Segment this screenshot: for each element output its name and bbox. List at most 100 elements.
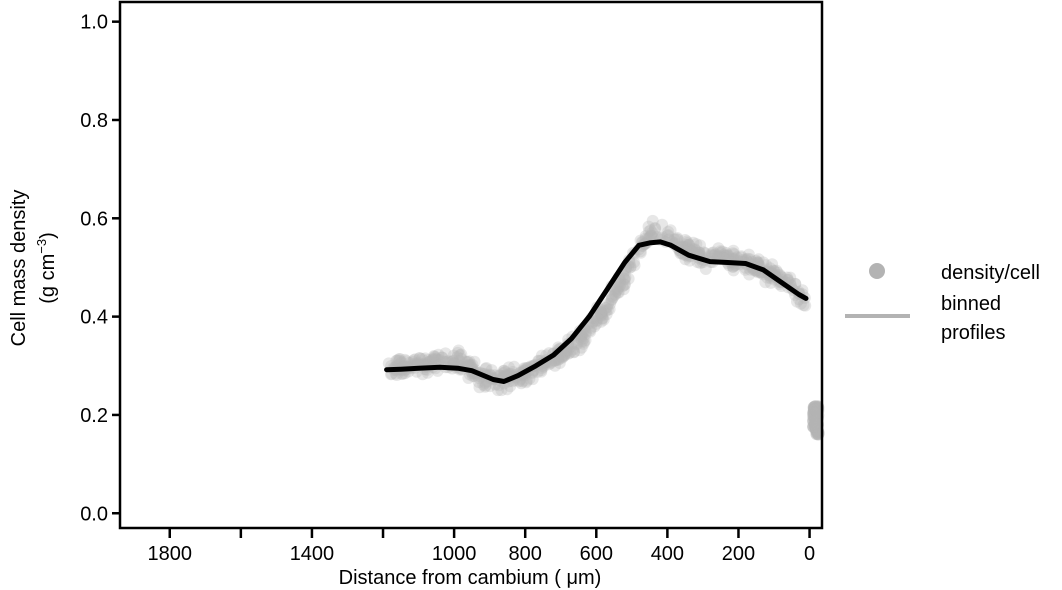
density-point [611, 284, 623, 297]
density-point [617, 283, 630, 296]
y-tick-label: 0.2 [80, 405, 108, 427]
density-point [495, 384, 508, 397]
density-point [575, 333, 588, 346]
density-point [709, 248, 722, 261]
density-point [601, 303, 614, 316]
density-point [743, 268, 756, 281]
density-point [789, 277, 802, 290]
density-point [591, 312, 604, 325]
density-point [614, 278, 627, 291]
density-point [583, 324, 596, 337]
density-point [444, 356, 457, 368]
density-point [394, 353, 406, 365]
density-point [595, 315, 608, 328]
density-point [781, 271, 793, 284]
y-tick-label: 0.4 [80, 307, 108, 329]
density-point [427, 353, 440, 366]
density-point [558, 349, 571, 362]
density-point [602, 297, 615, 310]
x-tick-label: 400 [651, 543, 684, 565]
density-point [403, 356, 416, 369]
x-tick-label: 1800 [148, 543, 193, 565]
density-point [483, 380, 496, 393]
density-point [558, 350, 570, 362]
legend-points-label: density/cell [941, 262, 1040, 284]
density-point [705, 247, 718, 260]
density-point [573, 344, 586, 357]
density-point [607, 291, 619, 304]
density-point [428, 350, 441, 363]
density-point [516, 375, 529, 388]
binned-profile-line-layer [384, 239, 809, 384]
density-point [757, 256, 770, 269]
density-point [712, 242, 725, 255]
density-point [523, 372, 536, 385]
density-point [699, 263, 712, 275]
density-point [451, 351, 464, 364]
density-point [689, 244, 702, 257]
density-point [398, 353, 411, 366]
y-axis-unit-main: (g cm [37, 254, 59, 304]
density-point [594, 306, 607, 319]
density-point [728, 248, 741, 261]
x-axis-ticks: 1800 1400 1000 800 600 400 200 0 [148, 528, 815, 565]
density-point [627, 256, 640, 269]
density-point [567, 343, 580, 356]
density-point [588, 320, 601, 333]
x-tick-label: 1400 [290, 543, 335, 565]
density-point [682, 238, 695, 251]
binned-profile-line [384, 239, 809, 384]
density-point [392, 353, 405, 366]
density-point [784, 271, 797, 284]
density-point [535, 365, 548, 378]
density-point [705, 248, 718, 261]
legend-line-label-1: binned [941, 293, 1001, 315]
density-point [604, 297, 617, 310]
density-point [423, 355, 436, 368]
density-point [497, 364, 510, 377]
density-point [432, 348, 445, 361]
density-point [498, 364, 511, 377]
density-point [682, 238, 695, 251]
density-point [485, 364, 498, 377]
density-point [694, 239, 706, 252]
density-point [595, 309, 608, 322]
x-axis-title: Distance from cambium ( μm) [339, 567, 602, 589]
density-point [599, 304, 612, 317]
y-tick-label: 0.8 [80, 110, 108, 132]
density-point [759, 276, 772, 289]
density-point [597, 313, 610, 326]
density-point [624, 261, 637, 274]
density-point [605, 290, 618, 303]
density-point [577, 332, 590, 345]
x-tick-label: 200 [722, 543, 755, 565]
density-point [446, 355, 459, 368]
density-point [390, 354, 403, 367]
density-point [646, 226, 659, 239]
density-point [451, 346, 464, 359]
density-point [395, 356, 408, 369]
density-point [605, 293, 618, 306]
density-point [568, 345, 580, 358]
density-point [719, 249, 732, 262]
density-point [382, 357, 395, 370]
density-point [644, 224, 657, 237]
density-point [433, 353, 446, 366]
density-point [590, 314, 603, 327]
density-point [590, 317, 603, 330]
density-point [416, 368, 429, 381]
density-point [453, 355, 466, 368]
density-point [688, 243, 701, 256]
density-point [409, 353, 422, 366]
density-point-cluster [807, 415, 820, 428]
density-point [577, 337, 590, 350]
density-point [459, 355, 472, 368]
density-point [698, 247, 711, 260]
density-point [708, 249, 721, 262]
density-point [452, 344, 465, 357]
density-point [609, 288, 622, 300]
density-point [687, 236, 700, 249]
density-point [600, 308, 613, 321]
density-point [662, 228, 674, 241]
density-point [407, 356, 420, 368]
